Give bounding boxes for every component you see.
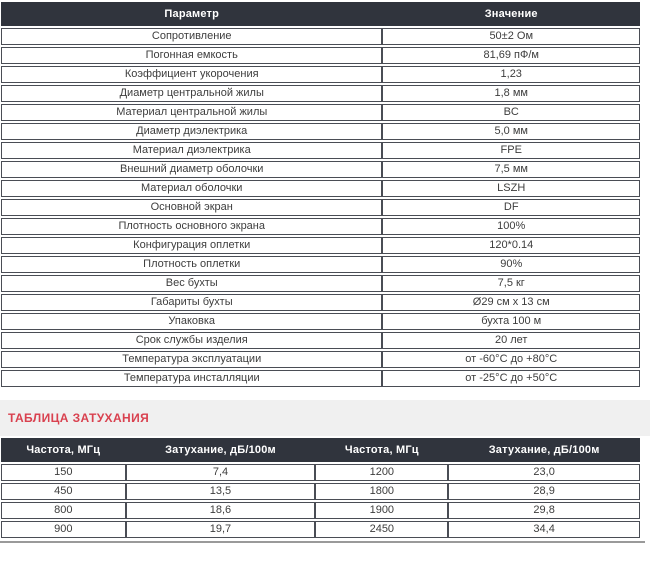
attenuation-section-title: ТАБЛИЦА ЗАТУХАНИЯ [8,411,150,425]
value-cell: 1,23 [382,66,640,83]
atten-cell: 23,0 [448,464,640,481]
spec-table-header-param: Параметр [1,2,383,26]
param-cell: Материал диэлектрика [1,142,383,159]
atten-cell: 1200 [315,464,449,481]
atten-cell: 28,9 [448,483,640,500]
table-row: 450 13,5 1800 28,9 [1,483,640,500]
value-cell: LSZH [382,180,640,197]
attenuation-table: Частота, МГц Затухание, дБ/100м Частота,… [1,436,640,540]
value-cell: 120*0.14 [382,237,640,254]
table-row: Плотность оплетки 90% [1,256,640,273]
table-row: Плотность основного экрана 100% [1,218,640,235]
table-row: Сопротивление 50±2 Ом [1,28,640,45]
value-cell: 81,69 пФ/м [382,47,640,64]
table-row: Внешний диаметр оболочки 7,5 мм [1,161,640,178]
atten-cell: 19,7 [125,521,316,538]
table-row: Диаметр центральной жилы 1,8 мм [1,85,640,102]
attenuation-table-body: 150 7,4 1200 23,0 450 13,5 1800 28,9 800 18,6 1900… [1,464,640,538]
value-cell: FPE [382,142,640,159]
attenuation-header-attenuation-2: Затухание, дБ/100м [448,438,640,462]
param-cell: Диаметр центральной жилы [1,85,383,102]
param-cell: Срок службы изделия [1,332,383,349]
param-cell: Вес бухты [1,275,383,292]
table-row: Основной экран DF [1,199,640,216]
param-cell: Конфигурация оплетки [1,237,383,254]
table-row: Диаметр диэлектрика 5,0 мм [1,123,640,140]
atten-cell: 900 [1,521,126,538]
atten-cell: 18,6 [125,502,316,519]
table-row: Материал центральной жилы BC [1,104,640,121]
value-cell: 20 лет [382,332,640,349]
value-cell: 7,5 мм [382,161,640,178]
spec-table-body: Сопротивление 50±2 Ом Погонная емкость 81,6… [1,28,640,387]
table-row: Температура эксплуатации от -60°С до +80°… [1,351,640,368]
table-row: Погонная емкость 81,69 пФ/м [1,47,640,64]
table-row: 900 19,7 2450 34,4 [1,521,640,538]
param-cell: Габариты бухты [1,294,383,311]
value-cell: от -60°С до +80°С [382,351,640,368]
param-cell: Температура эксплуатации [1,351,383,368]
value-cell: бухта 100 м [382,313,640,330]
table-row: Материал оболочки LSZH [1,180,640,197]
value-cell: Ø29 см х 13 см [382,294,640,311]
attenuation-table-header-row: Частота, МГц Затухание, дБ/100м Частота,… [1,438,640,462]
table-row: Конфигурация оплетки 120*0.14 [1,237,640,254]
param-cell: Плотность оплетки [1,256,383,273]
value-cell: от -25°С до +50°С [382,370,640,387]
atten-cell: 7,4 [125,464,316,481]
param-cell: Основной экран [1,199,383,216]
spec-table: Параметр Значение Сопротивление 50±2 Ом По… [1,0,640,389]
attenuation-section-band: ТАБЛИЦА ЗАТУХАНИЯ [0,400,650,436]
param-cell: Погонная емкость [1,47,383,64]
table-row: 800 18,6 1900 29,8 [1,502,640,519]
attenuation-header-attenuation-1: Затухание, дБ/100м [125,438,316,462]
param-cell: Плотность основного экрана [1,218,383,235]
table-row: Срок службы изделия 20 лет [1,332,640,349]
table-row: Температура инсталляции от -25°С до +50°С [1,370,640,387]
value-cell: 1,8 мм [382,85,640,102]
param-cell: Коэффициент укорочения [1,66,383,83]
atten-cell: 2450 [315,521,449,538]
value-cell: 7,5 кг [382,275,640,292]
attenuation-header-frequency-1: Частота, МГц [1,438,126,462]
atten-cell: 1800 [315,483,449,500]
atten-cell: 34,4 [448,521,640,538]
table-row: Упаковка бухта 100 м [1,313,640,330]
value-cell: 50±2 Ом [382,28,640,45]
value-cell: DF [382,199,640,216]
table-row: 150 7,4 1200 23,0 [1,464,640,481]
table-row: Габариты бухты Ø29 см х 13 см [1,294,640,311]
value-cell: 90% [382,256,640,273]
table-row: Вес бухты 7,5 кг [1,275,640,292]
param-cell: Материал центральной жилы [1,104,383,121]
table-row: Коэффициент укорочения 1,23 [1,66,640,83]
param-cell: Материал оболочки [1,180,383,197]
param-cell: Упаковка [1,313,383,330]
value-cell: 5,0 мм [382,123,640,140]
param-cell: Диаметр диэлектрика [1,123,383,140]
spec-table-header-value: Значение [382,2,640,26]
bottom-divider [0,541,645,543]
atten-cell: 150 [1,464,126,481]
atten-cell: 29,8 [448,502,640,519]
atten-cell: 450 [1,483,126,500]
table-row: Материал диэлектрика FPE [1,142,640,159]
atten-cell: 800 [1,502,126,519]
atten-cell: 1900 [315,502,449,519]
spec-table-header-row: Параметр Значение [1,2,640,26]
param-cell: Внешний диаметр оболочки [1,161,383,178]
atten-cell: 13,5 [125,483,316,500]
attenuation-header-frequency-2: Частота, МГц [315,438,449,462]
param-cell: Температура инсталляции [1,370,383,387]
value-cell: 100% [382,218,640,235]
param-cell: Сопротивление [1,28,383,45]
value-cell: BC [382,104,640,121]
